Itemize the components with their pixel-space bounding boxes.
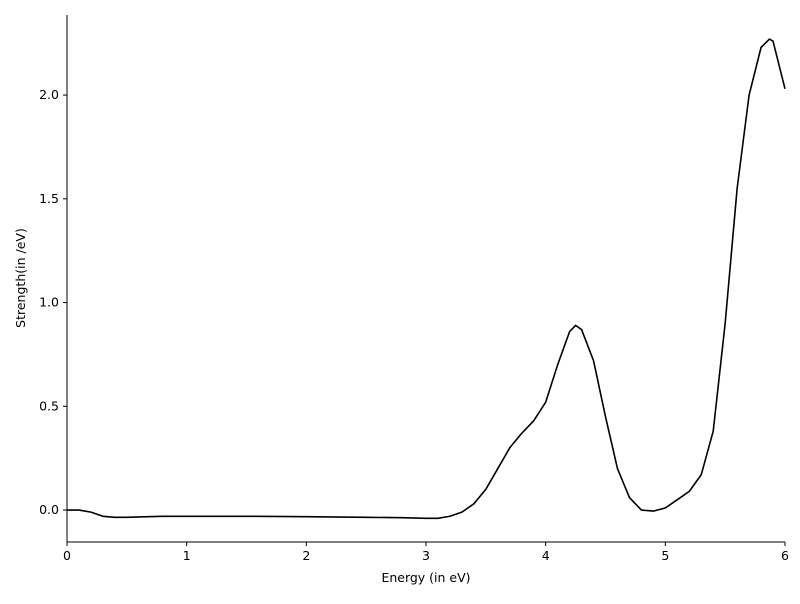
x-tick-label: 1 [183, 548, 191, 563]
y-tick-label: 0.5 [39, 398, 59, 413]
x-tick-label: 4 [542, 548, 550, 563]
y-tick-label: 2.0 [39, 87, 59, 102]
x-tick-label: 3 [422, 548, 430, 563]
x-tick-label: 0 [63, 548, 71, 563]
y-tick-label: 0.0 [39, 502, 59, 517]
y-axis-label: Strength(in /eV) [13, 228, 28, 328]
y-tick-label: 1.5 [39, 191, 59, 206]
x-tick-label: 2 [302, 548, 310, 563]
x-tick-label: 5 [661, 548, 669, 563]
y-tick-label: 1.0 [39, 295, 59, 310]
x-tick-label: 6 [781, 548, 789, 563]
x-axis-label: Energy (in eV) [381, 570, 470, 585]
line [67, 38, 786, 520]
